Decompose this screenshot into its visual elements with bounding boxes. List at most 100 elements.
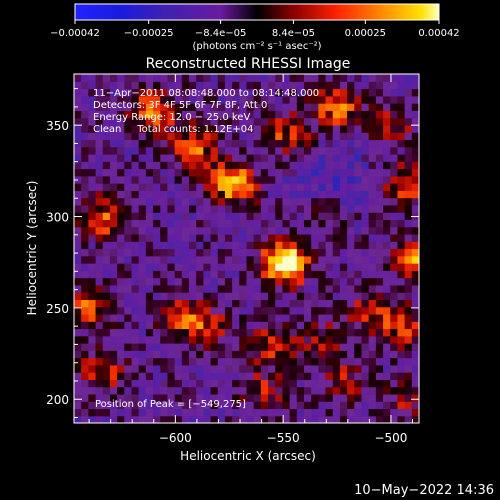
heatmap-cell [332,328,341,337]
heatmap-cell [318,110,327,119]
heatmap-cell [81,132,89,141]
heatmap-cell [117,183,125,191]
heatmap-cell [95,95,104,104]
heatmap-cell [339,372,348,380]
heatmap-cell [160,299,169,308]
heatmap-cell [296,183,305,191]
heatmap-cell [361,110,370,119]
heatmap-cell [189,313,197,322]
heatmap-cell [153,386,161,395]
heatmap-cell [217,299,226,308]
heatmap-cell [339,335,348,344]
heatmap-cell [411,357,419,366]
heatmap-cell [74,321,82,330]
heatmap-cell [138,299,147,308]
heatmap-cell [246,153,255,162]
heatmap-cell [361,124,370,133]
heatmap-cell [246,139,255,148]
heatmap-cell [354,321,363,330]
heatmap-cell [88,175,97,184]
heatmap-cell [411,110,419,119]
heatmap-cell [181,219,190,228]
heatmap-cell [232,306,240,315]
heatmap-cell [304,277,312,286]
heatmap-cell [174,219,183,228]
heatmap-cell [404,263,413,271]
heatmap-cell [88,161,97,170]
heatmap-cell [109,270,118,279]
heatmap-cell [189,393,197,402]
heatmap-cell [138,153,147,162]
heatmap-cell [181,204,190,213]
heatmap-cell [74,408,82,417]
heatmap-cell [354,241,363,250]
heatmap-cell [411,74,419,82]
heatmap-cell [189,306,197,315]
heatmap-cell [268,146,276,155]
heatmap-cell [102,372,111,380]
heatmap-cell [304,299,312,308]
heatmap-cell [354,284,363,293]
heatmap-cell [102,335,111,344]
heatmap-cell [253,124,262,133]
heatmap-cell [332,146,341,155]
heatmap-cell [375,124,384,133]
heatmap-cell [383,146,391,155]
heatmap-cell [117,110,125,119]
heatmap-cell [138,372,147,380]
heatmap-cell [224,81,233,90]
heatmap-cell [368,292,377,300]
heatmap-cell [347,343,355,351]
heatmap-cell [383,364,391,373]
heatmap-cell [311,139,319,148]
heatmap-cell [253,321,262,330]
heatmap-cell [311,110,319,119]
heatmap-cell [160,190,169,199]
heatmap-cell [117,350,125,359]
heatmap-cell [153,328,161,337]
heatmap-cell [411,277,419,286]
heatmap-cell [361,306,370,315]
heatmap-cell [138,248,147,257]
heatmap-cell [145,372,154,380]
heatmap-cell [174,212,183,221]
heatmap-cell [203,306,212,315]
heatmap-cell [390,255,399,264]
heatmap-cell [102,270,111,279]
heatmap-cell [304,248,312,257]
heatmap-cell [354,168,363,177]
heatmap-cell [246,226,255,235]
heatmap-cell [397,277,406,286]
heatmap-cell [196,88,204,97]
heatmap-cell [361,277,370,286]
heatmap-cell [325,190,334,199]
heatmap-cell [117,88,125,97]
heatmap-cell [145,153,154,162]
heatmap-cell [275,212,284,221]
heatmap-cell [354,95,363,104]
heatmap-cell [253,292,262,300]
heatmap-cell [124,153,133,162]
heatmap-cell [397,350,406,359]
heatmap-cell [181,197,190,206]
heatmap-cell [124,110,133,119]
heatmap-cell [138,124,147,133]
heatmap-cell [138,212,147,221]
heatmap-cell [289,248,298,257]
heatmap-cell [117,255,125,264]
heatmap-cell [246,277,255,286]
heatmap-cell [318,299,327,308]
heatmap-cell [318,263,327,271]
heatmap-cell [102,401,111,410]
heatmap-cell [167,335,176,344]
heatmap-cell [160,204,169,213]
heatmap-cell [160,183,169,191]
heatmap-cell [296,233,305,242]
heatmap-cell [404,153,413,162]
heatmap-cell [167,81,176,90]
heatmap-cell [189,219,197,228]
heatmap-cell [304,226,312,235]
heatmap-cell [260,103,269,111]
heatmap-cell [339,241,348,250]
heatmap-cell [131,372,140,380]
